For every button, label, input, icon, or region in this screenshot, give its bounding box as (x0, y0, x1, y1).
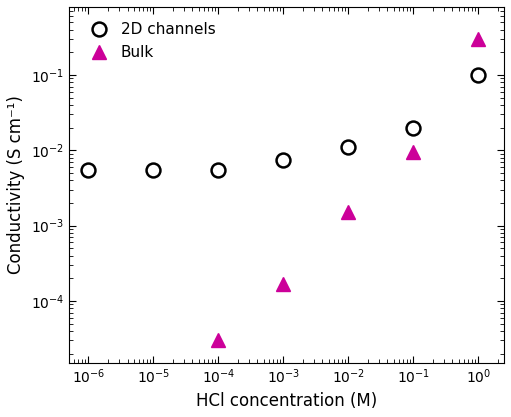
Legend: 2D channels, Bulk: 2D channels, Bulk (77, 15, 223, 68)
Bulk (280, 281, 286, 286)
Bulk (475, 37, 481, 42)
Bulk (215, 338, 221, 343)
Line: 2D channels: 2D channels (81, 68, 485, 177)
Bulk (345, 210, 352, 215)
2D channels (150, 167, 156, 172)
2D channels (215, 167, 221, 172)
Line: Bulk: Bulk (212, 32, 485, 347)
2D channels (345, 145, 352, 150)
2D channels (410, 125, 416, 130)
X-axis label: HCl concentration (M): HCl concentration (M) (196, 392, 377, 410)
2D channels (475, 73, 481, 78)
Y-axis label: Conductivity (S cm⁻¹): Conductivity (S cm⁻¹) (7, 95, 25, 274)
Bulk (410, 149, 416, 154)
2D channels (85, 167, 91, 172)
2D channels (280, 157, 286, 162)
